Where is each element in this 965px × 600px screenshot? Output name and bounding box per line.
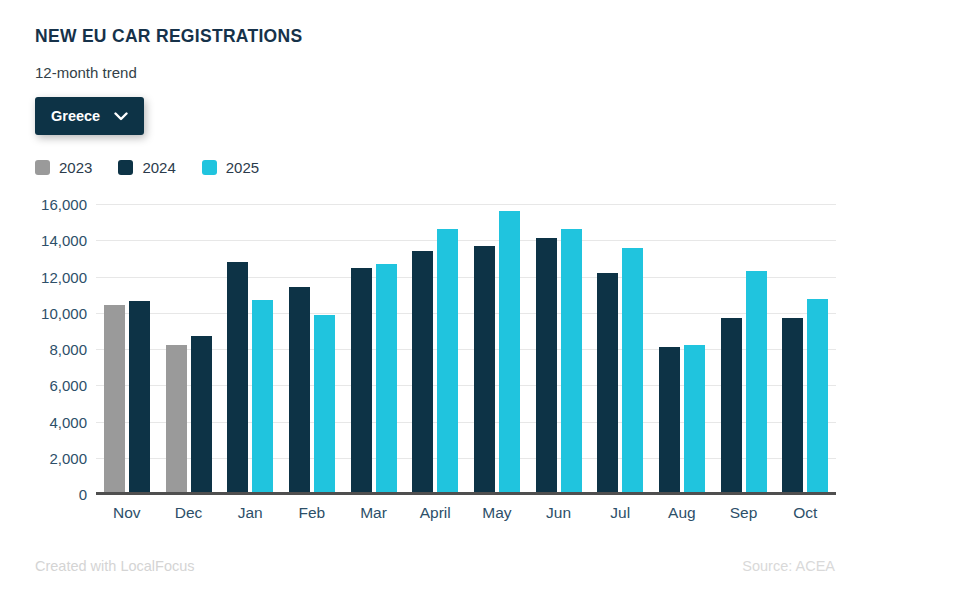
bar-2025-Mar[interactable] [376, 264, 397, 494]
bar-group-April [404, 204, 466, 494]
bar-2024-May[interactable] [474, 246, 495, 494]
bar-group-Dec [158, 204, 220, 494]
bar-2025-Jun[interactable] [561, 229, 582, 494]
bar-2024-Jul[interactable] [597, 273, 618, 494]
x-tick-label-May: May [466, 504, 528, 522]
y-tick-label: 4,000 [49, 413, 87, 430]
bar-group-Oct [774, 204, 836, 494]
page-title: NEW EU CAR REGISTRATIONS [35, 26, 930, 47]
legend-swatch-2024 [118, 160, 133, 175]
bar-group-Mar [343, 204, 405, 494]
bar-2025-Jan[interactable] [252, 300, 273, 494]
bar-group-Jun [528, 204, 590, 494]
legend-label: 2024 [142, 159, 175, 176]
y-tick-label: 10,000 [41, 304, 87, 321]
bars-row [96, 204, 836, 494]
bar-group-Jul [589, 204, 651, 494]
bar-2024-Nov[interactable] [129, 301, 150, 494]
y-tick-label: 8,000 [49, 341, 87, 358]
bar-2024-Aug[interactable] [659, 347, 680, 494]
bar-2025-Sep[interactable] [746, 271, 767, 494]
bar-2024-Oct[interactable] [782, 318, 803, 494]
bar-2025-Feb[interactable] [314, 315, 335, 494]
legend-swatch-2025 [202, 160, 217, 175]
x-tick-label-Aug: Aug [651, 504, 713, 522]
bar-2024-Mar[interactable] [351, 268, 372, 494]
y-tick-label: 0 [79, 486, 87, 503]
x-tick-label-Jul: Jul [589, 504, 651, 522]
y-tick-label: 6,000 [49, 377, 87, 394]
country-dropdown-value: Greece [51, 108, 100, 124]
legend-swatch-2023 [35, 160, 50, 175]
bar-group-Sep [713, 204, 775, 494]
localfocus-credit-link[interactable]: Created with LocalFocus [35, 558, 195, 574]
chart-legend: 2023 2024 2025 [35, 159, 930, 176]
bar-2024-Feb[interactable] [289, 287, 310, 494]
country-dropdown[interactable]: Greece [35, 97, 144, 135]
source-text: Source: ACEA [742, 558, 835, 574]
x-tick-label-Jun: Jun [528, 504, 590, 522]
bar-2023-Nov[interactable] [104, 305, 125, 494]
bar-2024-April[interactable] [412, 251, 433, 494]
legend-label: 2025 [226, 159, 259, 176]
bar-2023-Dec[interactable] [166, 345, 187, 494]
bar-2025-Oct[interactable] [807, 299, 828, 494]
x-tick-label-Mar: Mar [343, 504, 405, 522]
legend-item-2024: 2024 [118, 159, 175, 176]
y-tick-label: 16,000 [41, 196, 87, 213]
x-tick-label-April: April [404, 504, 466, 522]
bar-group-Aug [651, 204, 713, 494]
bar-group-May [466, 204, 528, 494]
bar-2024-Dec[interactable] [191, 336, 212, 494]
bar-2025-May[interactable] [499, 211, 520, 494]
y-tick-label: 2,000 [49, 449, 87, 466]
legend-item-2023: 2023 [35, 159, 92, 176]
bar-group-Jan [219, 204, 281, 494]
legend-item-2025: 2025 [202, 159, 259, 176]
y-tick-label: 12,000 [41, 268, 87, 285]
x-tick-label-Feb: Feb [281, 504, 343, 522]
bar-group-Feb [281, 204, 343, 494]
chart-card: NEW EU CAR REGISTRATIONS 12-month trend … [0, 0, 965, 600]
x-tick-label-Nov: Nov [96, 504, 158, 522]
bar-2025-Jul[interactable] [622, 248, 643, 495]
bar-2025-Aug[interactable] [684, 345, 705, 494]
y-axis: 16,00014,00012,00010,0008,0006,0004,0002… [35, 204, 87, 494]
bar-2025-April[interactable] [437, 229, 458, 494]
x-axis-line [96, 492, 836, 495]
x-tick-label-Jan: Jan [219, 504, 281, 522]
bar-chart: 16,00014,00012,00010,0008,0006,0004,0002… [35, 204, 930, 522]
plot-area [96, 204, 836, 494]
bar-group-Nov [96, 204, 158, 494]
bar-2024-Sep[interactable] [721, 318, 742, 494]
chart-subtitle: 12-month trend [35, 64, 930, 81]
x-tick-label-Dec: Dec [158, 504, 220, 522]
legend-label: 2023 [59, 159, 92, 176]
chevron-down-icon [114, 112, 128, 121]
x-tick-label-Sep: Sep [713, 504, 775, 522]
y-tick-label: 14,000 [41, 232, 87, 249]
bar-2024-Jan[interactable] [227, 262, 248, 494]
chart-footer: Created with LocalFocus Source: ACEA [35, 558, 835, 574]
plot-wrap: NovDecJanFebMarAprilMayJunJulAugSepOct [96, 204, 836, 522]
bar-2024-Jun[interactable] [536, 238, 557, 494]
x-tick-label-Oct: Oct [774, 504, 836, 522]
x-axis: NovDecJanFebMarAprilMayJunJulAugSepOct [96, 494, 836, 522]
